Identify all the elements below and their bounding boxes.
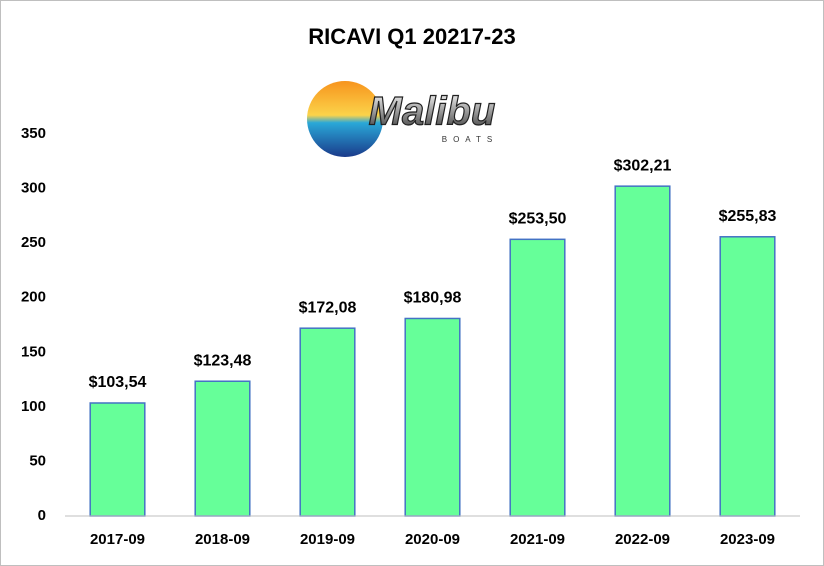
y-tick-label: 0 <box>38 507 46 524</box>
data-label: $123,48 <box>194 352 252 369</box>
logo-subtext: BOATS <box>442 135 499 144</box>
bar <box>509 238 566 517</box>
data-label: $180,98 <box>404 290 462 307</box>
x-tick-label: 2021-09 <box>510 531 565 548</box>
data-label: $103,54 <box>89 374 147 391</box>
y-tick-label: 350 <box>21 125 46 142</box>
x-tick-label: 2017-09 <box>90 531 145 548</box>
logo: Malibu BOATS <box>307 81 499 157</box>
y-tick-label: 150 <box>21 343 46 360</box>
bar <box>299 327 356 517</box>
logo-sun <box>307 81 383 157</box>
bar <box>404 317 461 517</box>
data-label: $302,21 <box>614 157 672 174</box>
y-tick-label: 300 <box>21 180 46 197</box>
x-tick-label: 2020-09 <box>405 531 460 548</box>
data-label: $172,08 <box>299 299 357 316</box>
x-tick-label: 2022-09 <box>615 531 670 548</box>
x-tick-label: 2023-09 <box>720 531 775 548</box>
bar <box>194 380 251 517</box>
data-label: $253,50 <box>509 211 567 228</box>
chart-title: RICAVI Q1 20217-23 <box>308 24 515 49</box>
x-tick-label: 2018-09 <box>195 531 250 548</box>
x-tick-label: 2019-09 <box>300 531 355 548</box>
data-label: $255,83 <box>719 208 777 225</box>
y-tick-label: 100 <box>21 398 46 415</box>
y-tick-label: 250 <box>21 234 46 251</box>
logo-text: Malibu <box>369 90 496 134</box>
bar <box>89 402 146 517</box>
bar <box>719 236 776 517</box>
y-tick-label: 200 <box>21 289 46 306</box>
bar <box>614 185 671 517</box>
y-tick-label: 50 <box>29 452 46 469</box>
